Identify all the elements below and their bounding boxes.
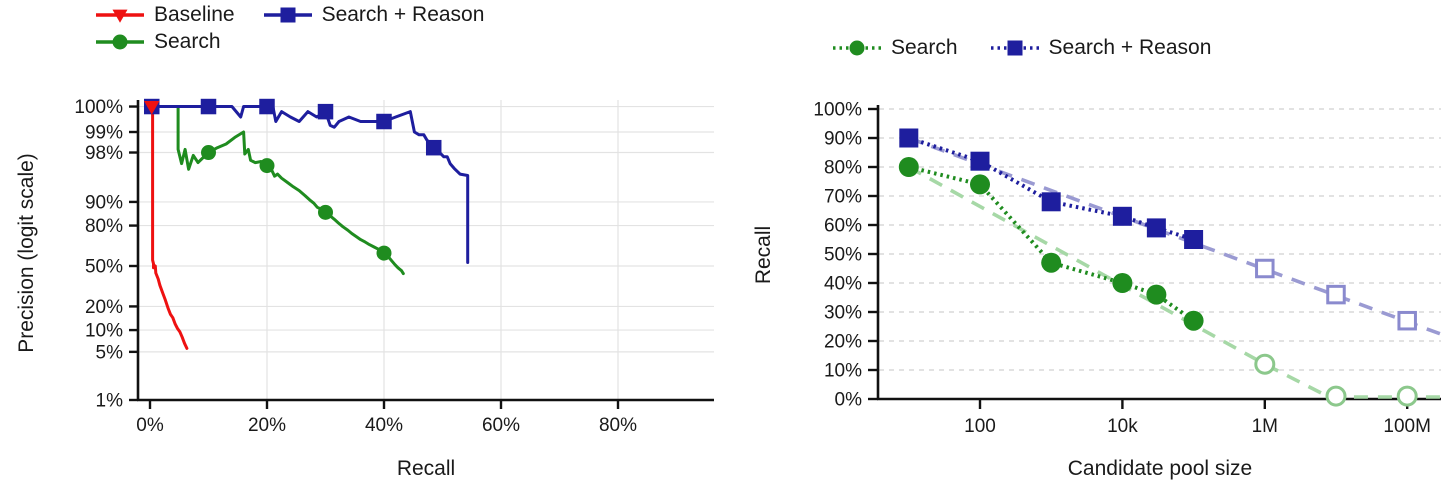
legend-label-search-reason: Search + Reason	[321, 3, 485, 26]
svg-text:50%: 50%	[85, 257, 123, 278]
left-legend-row-2: Search	[95, 30, 484, 54]
svg-text:80%: 80%	[85, 216, 123, 237]
right-legend-row: Search Search + Reason	[832, 36, 1211, 60]
right-y-axis-label: Recall	[752, 225, 775, 285]
search-line-marker-icon	[96, 34, 144, 50]
svg-text:10%: 10%	[824, 361, 862, 382]
left-legend: Baseline Search + Reason Search	[95, 3, 484, 54]
svg-text:20%: 20%	[824, 332, 862, 353]
legend-item-search-right: Search	[832, 36, 958, 60]
right-x-axis-label: Candidate pool size	[1067, 457, 1253, 480]
right-legend: Search Search + Reason	[832, 36, 1211, 60]
svg-text:1%: 1%	[96, 390, 124, 411]
svg-text:5%: 5%	[96, 342, 124, 363]
svg-text:90%: 90%	[85, 192, 123, 213]
svg-text:30%: 30%	[824, 303, 862, 324]
legend-label-search-reason-right: Search + Reason	[1048, 36, 1212, 59]
svg-text:60%: 60%	[482, 415, 520, 436]
svg-text:80%: 80%	[824, 158, 862, 179]
svg-text:100: 100	[964, 416, 996, 437]
svg-text:20%: 20%	[248, 415, 286, 436]
left-legend-row-1: Baseline Search + Reason	[95, 3, 484, 27]
svg-text:100M: 100M	[1383, 416, 1431, 437]
svg-text:100%: 100%	[813, 100, 862, 121]
svg-text:40%: 40%	[824, 274, 862, 295]
svg-text:90%: 90%	[824, 129, 862, 150]
search-reason-line-marker-icon	[263, 7, 312, 23]
legend-label-search-right: Search	[891, 36, 958, 59]
search-dotted-line-marker-icon	[833, 40, 881, 56]
svg-text:98%: 98%	[85, 143, 123, 164]
svg-text:70%: 70%	[824, 187, 862, 208]
svg-text:1M: 1M	[1252, 416, 1278, 437]
svg-text:0%: 0%	[136, 415, 164, 436]
baseline-line-marker-icon	[96, 9, 144, 23]
svg-text:0%: 0%	[835, 390, 863, 411]
legend-item-baseline: Baseline	[95, 3, 235, 27]
legend-item-search: Search	[95, 30, 221, 54]
svg-text:50%: 50%	[824, 245, 862, 266]
legend-label-search: Search	[154, 30, 221, 53]
svg-text:100%: 100%	[74, 97, 123, 118]
legend-item-search-reason: Search + Reason	[263, 3, 485, 27]
svg-text:10k: 10k	[1107, 416, 1138, 437]
left-x-axis-label: Recall	[396, 457, 456, 480]
svg-text:40%: 40%	[365, 415, 403, 436]
left-y-axis-label: Precision (logit scale)	[15, 153, 38, 353]
legend-item-search-reason-right: Search + Reason	[990, 36, 1212, 60]
svg-text:10%: 10%	[85, 321, 123, 342]
search-reason-dotted-line-marker-icon	[990, 40, 1039, 56]
svg-text:80%: 80%	[599, 415, 637, 436]
svg-text:99%: 99%	[85, 123, 123, 144]
legend-label-baseline: Baseline	[154, 3, 235, 26]
svg-text:60%: 60%	[824, 216, 862, 237]
svg-text:20%: 20%	[85, 297, 123, 318]
